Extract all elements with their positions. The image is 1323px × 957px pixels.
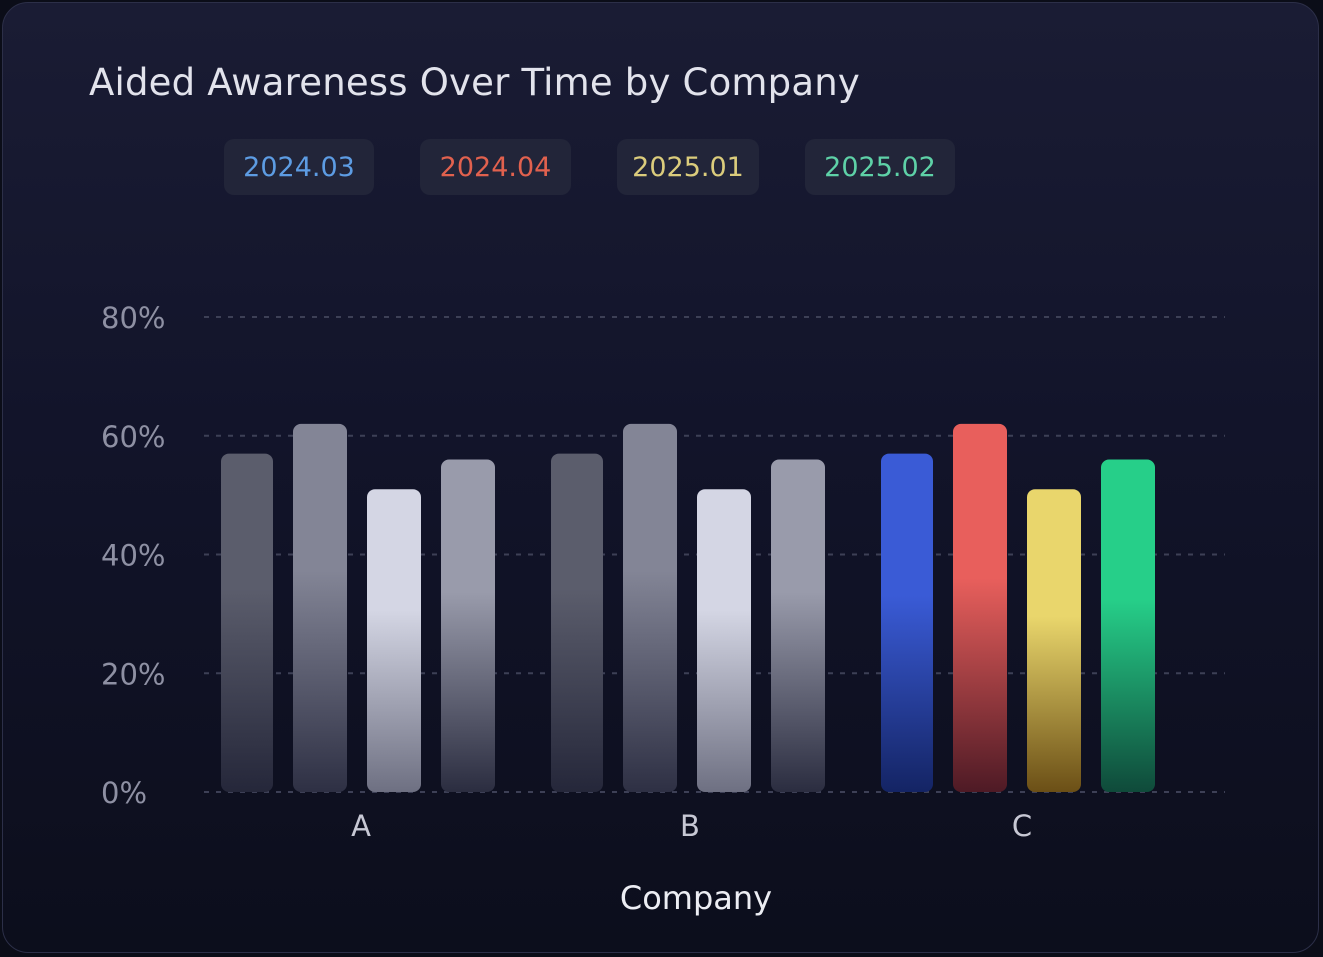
legend-item-2024-03[interactable]: 2024.03 — [224, 139, 374, 195]
bar-b-2024-03[interactable] — [551, 453, 603, 792]
y-tick-label: 20% — [101, 657, 165, 691]
y-tick-label: 40% — [101, 539, 165, 573]
legend-item-2025-02[interactable]: 2025.02 — [805, 139, 955, 195]
bar-a-2025-02[interactable] — [441, 459, 495, 793]
bar-b-2024-04[interactable] — [623, 423, 677, 792]
x-axis-title: Company — [620, 879, 772, 917]
x-tick-label: C — [1012, 809, 1032, 843]
bar-c-2025-02[interactable] — [1101, 459, 1155, 793]
y-tick-label: 80% — [101, 301, 165, 335]
bar-b-2025-02[interactable] — [771, 459, 825, 793]
bar-c-2025-01[interactable] — [1027, 489, 1081, 792]
y-axis-tick-labels: 0% 20% 40% 60% 80% — [101, 301, 165, 810]
x-tick-label: A — [351, 809, 371, 843]
y-tick-label: 0% — [101, 776, 147, 810]
bar-c-2024-04[interactable] — [953, 423, 1007, 792]
bar-a-2024-03[interactable] — [221, 453, 273, 792]
x-axis-tick-labels: A B C — [351, 809, 1032, 843]
legend-item-2025-01[interactable]: 2025.01 — [617, 139, 759, 195]
y-tick-label: 60% — [101, 420, 165, 454]
x-tick-label: B — [680, 809, 700, 843]
legend-item-2024-04[interactable]: 2024.04 — [420, 139, 571, 195]
chart-title: Aided Awareness Over Time by Company — [89, 61, 860, 104]
bar-c-2024-03[interactable] — [881, 453, 933, 792]
bar-b-2025-01[interactable] — [697, 489, 751, 792]
bar-a-2024-04[interactable] — [293, 423, 347, 792]
bar-chart: 0% 20% 40% 60% 80% A B C Company — [101, 301, 1225, 917]
bar-a-2025-01[interactable] — [367, 489, 421, 792]
bars — [221, 423, 1155, 793]
